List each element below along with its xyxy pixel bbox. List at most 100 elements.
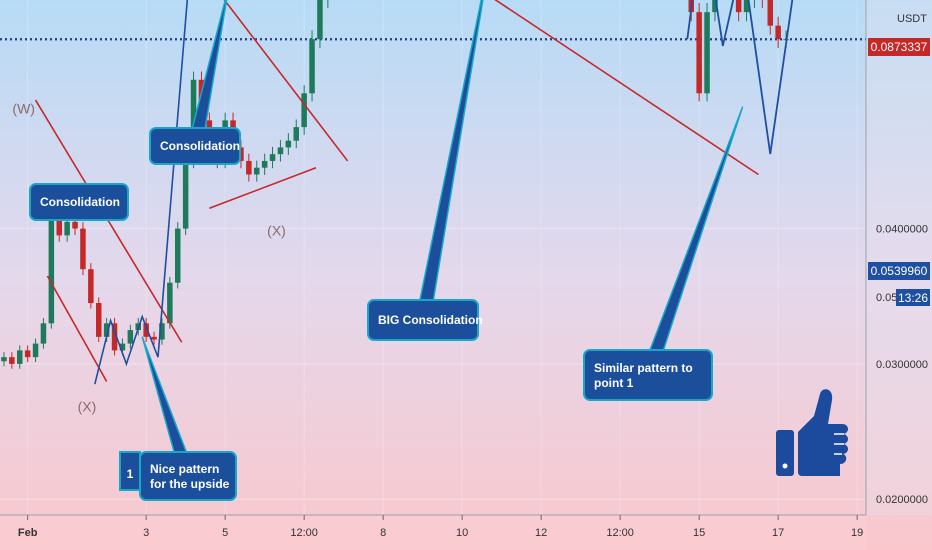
current-price-label: 0.0539960 <box>871 264 928 278</box>
candle-body <box>32 343 39 358</box>
candle-body <box>285 140 292 148</box>
resistance-price-label: 0.0873337 <box>871 40 928 54</box>
resistance-price-tag: 0.0873337 <box>868 38 930 56</box>
candle-body <box>254 167 260 175</box>
time-tick-label: 19 <box>851 527 863 539</box>
time-tick-label: 5 <box>222 527 228 539</box>
candle <box>285 133 292 155</box>
candle <box>309 30 315 102</box>
candle-body <box>269 154 276 161</box>
candle-body <box>712 0 718 13</box>
candle <box>735 0 742 22</box>
callout-box <box>583 349 713 401</box>
candle-body <box>119 343 126 351</box>
callout: Nice pattern for the upside <box>139 336 237 501</box>
candle <box>9 352 15 369</box>
candle-body <box>301 93 307 128</box>
callout-text: Consolidation <box>40 195 120 209</box>
triangle-2-upper-trendline <box>223 0 349 162</box>
price-scale[interactable] <box>866 0 932 515</box>
time-tick-label: 12:00 <box>290 527 318 539</box>
price-tick-label: 0.0400000 <box>876 224 928 236</box>
candle-body <box>293 127 299 141</box>
price-tick-label: 0.0300000 <box>876 359 928 371</box>
time-tick-label: 12 <box>535 527 547 539</box>
partial-price-tick: 0.05 <box>876 292 897 304</box>
candle <box>767 0 773 35</box>
candle <box>254 160 260 182</box>
candle-body <box>775 25 781 40</box>
channel-lower-trendline <box>494 0 759 176</box>
candle <box>261 153 268 175</box>
candle <box>40 317 47 349</box>
callout-box <box>149 127 241 165</box>
candle-body <box>696 12 702 94</box>
candle-body <box>88 269 94 304</box>
countdown-tag: 13:26 <box>896 289 930 306</box>
candle <box>24 345 31 363</box>
candle-body <box>103 323 110 337</box>
candle <box>753 0 755 8</box>
candle-body <box>309 39 315 94</box>
callout-box <box>139 451 237 501</box>
candle <box>277 139 284 162</box>
candle <box>88 263 94 309</box>
time-tick-label: 8 <box>380 527 386 539</box>
time-scale[interactable] <box>0 516 866 550</box>
candle-body <box>190 79 197 161</box>
candle-body <box>127 330 134 344</box>
countdown-label: 13:26 <box>898 291 928 305</box>
candle <box>111 317 118 356</box>
candle-body <box>317 0 323 40</box>
candle-body <box>167 282 173 324</box>
candle-body <box>767 0 773 26</box>
callout: Consolidation <box>29 183 129 221</box>
candle <box>80 222 86 276</box>
time-tick-label: 15 <box>693 527 705 539</box>
candle <box>159 317 165 345</box>
candle <box>246 153 252 182</box>
candle-body <box>111 323 118 351</box>
candle <box>96 297 102 343</box>
candle-body <box>743 0 750 13</box>
candle-body <box>182 160 189 229</box>
wave-label: (W) <box>12 101 35 117</box>
wave-label: (X) <box>267 222 286 238</box>
projected-wave-path <box>686 0 794 155</box>
callout-text: Consolidation <box>160 139 240 153</box>
candle-body <box>9 357 15 364</box>
candle <box>712 0 718 22</box>
candle <box>317 0 323 48</box>
current-price-tag: 0.0539960 <box>868 262 930 280</box>
price-tick-label: 0.0200000 <box>876 494 928 506</box>
callout-box <box>29 183 129 221</box>
callout-text: BIG Consolidation <box>378 313 483 327</box>
candle-body <box>24 350 31 358</box>
candle <box>269 146 276 169</box>
wave-path-1 <box>94 0 189 385</box>
candle <box>182 153 189 236</box>
triangle-1-upper-trendline <box>34 99 183 343</box>
candle <box>743 0 750 22</box>
candle-body <box>96 303 102 337</box>
candle <box>175 222 181 289</box>
callout: BIG Consolidation <box>367 0 484 341</box>
callout-text: Similar pattern to point 1 <box>594 361 693 390</box>
candle-body <box>17 350 23 364</box>
candle-body <box>151 336 157 340</box>
time-tick-label: 3 <box>143 527 149 539</box>
time-tick-label: 12:00 <box>606 527 634 539</box>
candle <box>293 119 299 149</box>
time-tick-label: 10 <box>456 527 468 539</box>
candle-body <box>80 228 86 270</box>
candle-body <box>64 221 70 236</box>
candle <box>151 331 157 345</box>
point-1-badge-box <box>119 451 141 491</box>
candle-body <box>735 0 742 13</box>
time-tick-label: 17 <box>772 527 784 539</box>
candle-body <box>40 323 47 344</box>
candle-body <box>159 323 165 340</box>
callout: Similar pattern to point 1 <box>583 106 744 401</box>
candle <box>704 3 710 102</box>
